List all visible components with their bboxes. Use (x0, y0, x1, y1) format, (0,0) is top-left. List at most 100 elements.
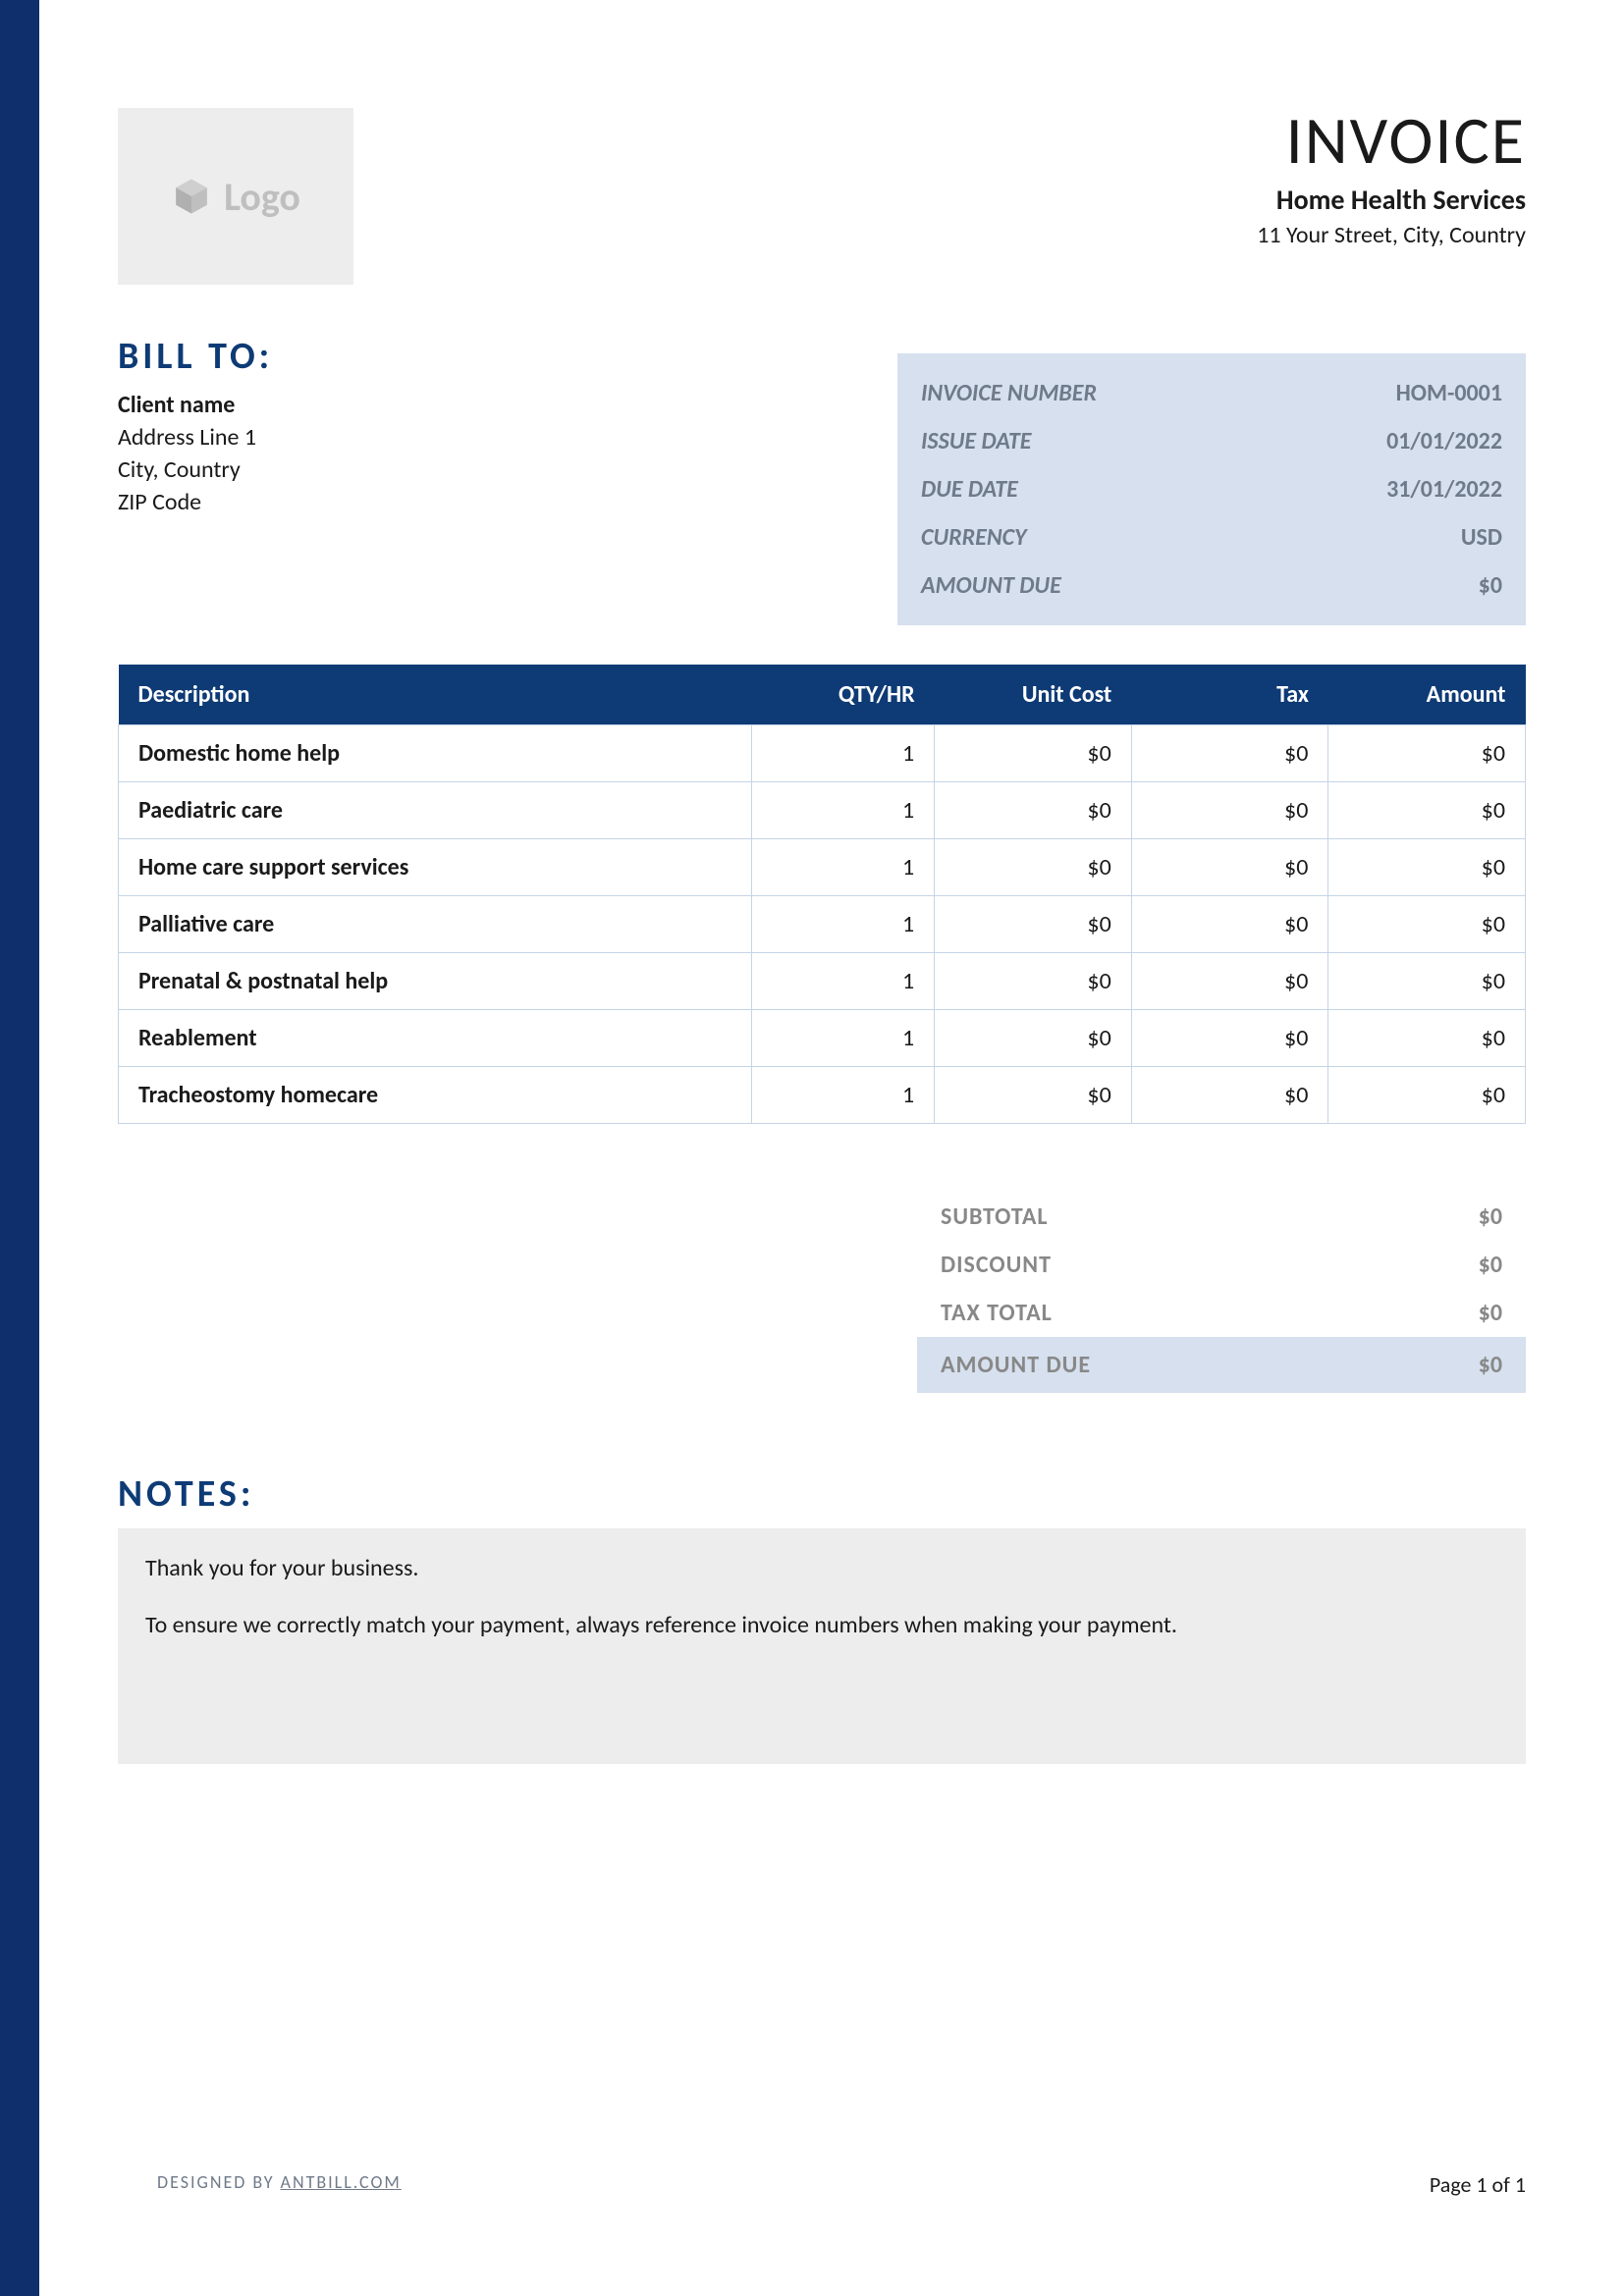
table-cell: Tracheostomy homecare (119, 1067, 752, 1124)
col-description: Description (119, 665, 752, 725)
table-row: Paediatric care1$0$0$0 (119, 782, 1526, 839)
table-cell: $0 (1328, 1010, 1526, 1067)
totals-section: SUBTOTAL$0DISCOUNT$0TAX TOTAL$0AMOUNT DU… (917, 1193, 1526, 1393)
table-cell: $0 (1131, 782, 1328, 839)
table-cell: $0 (935, 896, 1132, 953)
table-cell: $0 (1328, 839, 1526, 896)
table-cell: Prenatal & postnatal help (119, 953, 752, 1010)
meta-label: AMOUNT DUE (921, 571, 1061, 600)
col-qty: QTY/HR (751, 665, 934, 725)
client-name: Client name (118, 391, 897, 419)
meta-row: INVOICE NUMBER HOM-0001 (921, 369, 1502, 417)
notes-box: Thank you for your business. To ensure w… (118, 1528, 1526, 1764)
totals-label: AMOUNT DUE (941, 1351, 1091, 1379)
designer-link[interactable]: ANTBILL.COM (281, 2171, 402, 2193)
table-cell: $0 (1131, 839, 1328, 896)
page-number: Page 1 of 1 (1430, 2171, 1526, 2198)
table-cell: $0 (935, 725, 1132, 782)
meta-row: CURRENCY USD (921, 513, 1502, 561)
table-cell: 1 (751, 1010, 934, 1067)
meta-value: 31/01/2022 (1386, 475, 1502, 504)
table-cell: $0 (935, 782, 1132, 839)
table-cell: $0 (1328, 953, 1526, 1010)
notes-line-2: To ensure we correctly match your paymen… (145, 1609, 1498, 1642)
totals-label: DISCOUNT (941, 1251, 1052, 1279)
notes-section: NOTES: Thank you for your business. To e… (118, 1471, 1526, 1764)
table-cell: $0 (1328, 782, 1526, 839)
logo-text: Logo (224, 173, 300, 221)
table-cell: 1 (751, 896, 934, 953)
invoice-meta-box: INVOICE NUMBER HOM-0001 ISSUE DATE01/01/20… (897, 353, 1526, 625)
meta-value: USD (1461, 523, 1502, 552)
meta-row: DUE DATE 31/01/2022 (921, 465, 1502, 513)
footer-credit: DESIGNED BY ANTBILL.COM (157, 2171, 402, 2198)
table-row: Reablement1$0$0$0 (119, 1010, 1526, 1067)
table-cell: 1 (751, 725, 934, 782)
table-cell: Domestic home help (119, 725, 752, 782)
meta-value: 01/01/2022 (1386, 427, 1502, 455)
meta-label: INVOICE NUMBER (921, 379, 1097, 407)
totals-row: SUBTOTAL $0 (917, 1193, 1526, 1241)
designed-by-label: DESIGNED BY (157, 2171, 281, 2193)
totals-value: $0 (1479, 1299, 1502, 1327)
table-cell: Reablement (119, 1010, 752, 1067)
meta-label: CURRENCY (921, 523, 1027, 552)
notes-line-1: Thank you for your business. (145, 1552, 1498, 1585)
client-address-1: Address Line 1 (118, 423, 897, 452)
company-info: INVOICE Home Health Services 11 Your Str… (1257, 108, 1526, 249)
totals-label: TAX TOTAL (941, 1299, 1053, 1327)
table-row: Home care support services1$0$0$0 (119, 839, 1526, 896)
line-items-table: Description QTY/HR Unit Cost Tax Amount … (118, 665, 1526, 1124)
table-cell: Home care support services (119, 839, 752, 896)
table-cell: $0 (935, 1010, 1132, 1067)
company-name: Home Health Services (1257, 183, 1526, 217)
header: Logo INVOICE Home Health Services 11 You… (118, 108, 1526, 285)
totals-value: $0 (1479, 1351, 1502, 1379)
table-row: Tracheostomy homecare1$0$0$0 (119, 1067, 1526, 1124)
totals-value: $0 (1479, 1202, 1502, 1231)
meta-row: AMOUNT DUE $0 (921, 561, 1502, 610)
table-row: Prenatal & postnatal help1$0$0$0 (119, 953, 1526, 1010)
meta-value: $0 (1479, 571, 1502, 600)
col-amount: Amount (1328, 665, 1526, 725)
totals-label: SUBTOTAL (941, 1202, 1049, 1231)
table-cell: 1 (751, 1067, 934, 1124)
content-area: Logo INVOICE Home Health Services 11 You… (39, 0, 1624, 1803)
meta-label: DUE DATE (921, 475, 1018, 504)
table-cell: Paediatric care (119, 782, 752, 839)
table-row: Palliative care1$0$0$0 (119, 896, 1526, 953)
table-header-row: Description QTY/HR Unit Cost Tax Amount (119, 665, 1526, 725)
cube-icon (171, 176, 212, 217)
table-cell: $0 (1328, 1067, 1526, 1124)
col-tax: Tax (1131, 665, 1328, 725)
table-cell: 1 (751, 782, 934, 839)
info-row: BILL TO: Client name Address Line 1 City… (118, 334, 1526, 625)
company-address: 11 Your Street, City, Country (1257, 221, 1526, 249)
table-cell: 1 (751, 953, 934, 1010)
logo-box: Logo (118, 108, 353, 285)
client-city: City, Country (118, 455, 897, 484)
footer: DESIGNED BY ANTBILL.COM Page 1 of 1 (157, 2171, 1526, 2198)
totals-value: $0 (1479, 1251, 1502, 1279)
table-cell: $0 (1328, 896, 1526, 953)
bill-to-section: BILL TO: Client name Address Line 1 City… (118, 334, 897, 520)
table-cell: $0 (935, 953, 1132, 1010)
table-cell: $0 (935, 839, 1132, 896)
invoice-page: Logo INVOICE Home Health Services 11 You… (0, 0, 1624, 2296)
totals-row: TAX TOTAL $0 (917, 1289, 1526, 1337)
totals-row: AMOUNT DUE $0 (917, 1337, 1526, 1393)
table-cell: $0 (1131, 1010, 1328, 1067)
table-cell: $0 (1328, 725, 1526, 782)
table-cell: 1 (751, 839, 934, 896)
table-cell: $0 (935, 1067, 1132, 1124)
table-cell: Palliative care (119, 896, 752, 953)
meta-row: ISSUE DATE01/01/2022 (921, 417, 1502, 465)
table-row: Domestic home help1$0$0$0 (119, 725, 1526, 782)
bill-to-title: BILL TO: (118, 334, 897, 379)
table-cell: $0 (1131, 1067, 1328, 1124)
totals-row: DISCOUNT $0 (917, 1241, 1526, 1289)
table-cell: $0 (1131, 725, 1328, 782)
invoice-title: INVOICE (1257, 108, 1526, 175)
meta-value: HOM-0001 (1396, 379, 1502, 407)
table-cell: $0 (1131, 953, 1328, 1010)
